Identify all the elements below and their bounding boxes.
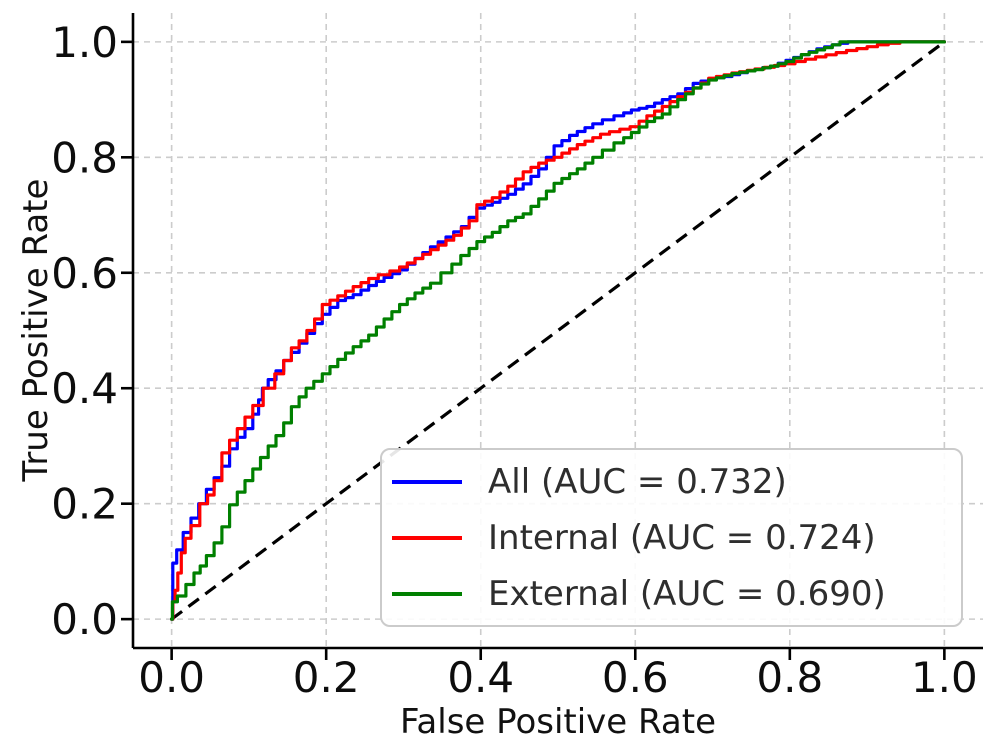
y-tick-label: 0.6 [51, 249, 118, 298]
legend-item-all: All (AUC = 0.732) [382, 454, 961, 510]
x-axis-label: False Positive Rate [400, 702, 716, 742]
x-tick-label: 0.2 [293, 653, 360, 702]
y-tick-label: 0.0 [51, 595, 118, 644]
x-tick-label: 0.8 [756, 653, 823, 702]
legend: All (AUC = 0.732) Internal (AUC = 0.724)… [380, 448, 963, 627]
roc-curve-external [170, 40, 946, 621]
y-tick-label: 0.2 [51, 480, 118, 529]
x-tick-label: 0.4 [447, 653, 514, 702]
legend-item-internal: Internal (AUC = 0.724) [382, 510, 961, 566]
y-tick-label: 0.8 [51, 133, 118, 182]
x-tick-label: 0.6 [602, 653, 669, 702]
legend-label-external: External (AUC = 0.690) [488, 573, 886, 614]
legend-line-sample-all [392, 479, 462, 484]
y-tick-label: 1.0 [51, 18, 118, 67]
legend-item-external: External (AUC = 0.690) [382, 566, 961, 622]
legend-label-all: All (AUC = 0.732) [488, 461, 787, 502]
x-tick-label: 1.0 [911, 653, 978, 702]
chance-line [170, 40, 946, 621]
x-tick-label: 0.0 [138, 653, 205, 702]
legend-line-sample-external [392, 591, 462, 596]
legend-label-internal: Internal (AUC = 0.724) [488, 517, 876, 558]
legend-line-sample-internal [392, 535, 462, 540]
y-tick-label: 0.4 [51, 364, 118, 413]
y-axis-label: True Positive Rate [16, 178, 56, 482]
